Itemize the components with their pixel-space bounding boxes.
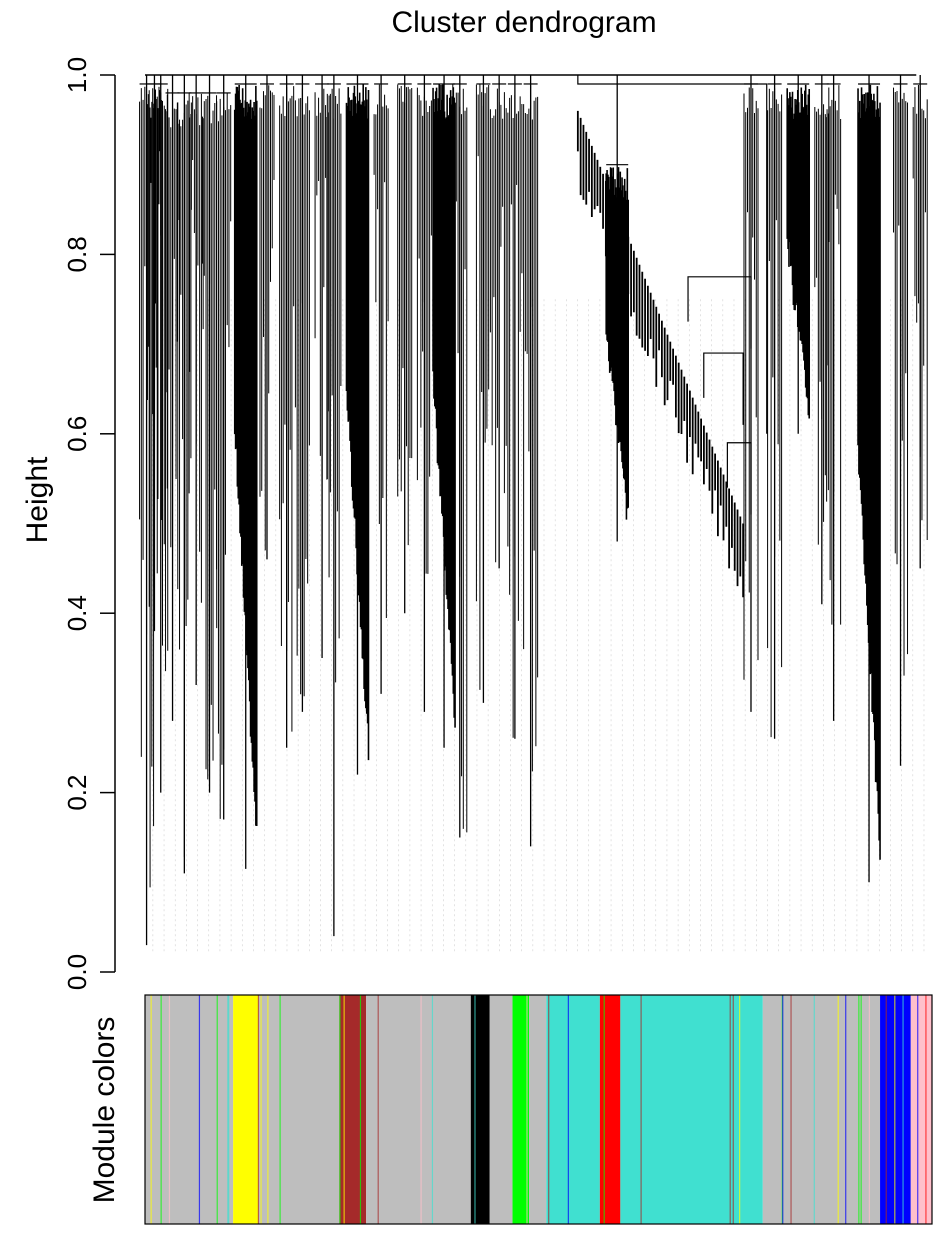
module-stripe bbox=[603, 995, 605, 1224]
dendrogram-branch bbox=[165, 75, 181, 721]
module-stripe bbox=[260, 995, 262, 1224]
module-stripe bbox=[474, 995, 476, 1224]
module-stripe bbox=[790, 995, 792, 1224]
dendrogram-branch bbox=[294, 75, 310, 712]
module-color-grey bbox=[145, 995, 234, 1224]
module-stripe bbox=[431, 995, 434, 1224]
module-stripe bbox=[548, 995, 550, 1224]
y-tick-label: 0.8 bbox=[62, 236, 92, 272]
dendrogram-branch bbox=[432, 75, 456, 748]
module-stripe bbox=[377, 995, 379, 1224]
dendrogram-branch bbox=[743, 75, 759, 712]
module-color-black bbox=[470, 995, 490, 1224]
module-stripe bbox=[267, 995, 269, 1224]
module-stripe bbox=[198, 995, 201, 1224]
module-stripe bbox=[160, 995, 162, 1224]
dendrogram-branch bbox=[373, 75, 389, 694]
module-color-bar bbox=[144, 994, 933, 1225]
dendrogram-branch bbox=[826, 75, 842, 721]
module-color-grey bbox=[762, 995, 881, 1224]
dendrogram-branch bbox=[507, 75, 523, 739]
module-stripe bbox=[359, 995, 362, 1224]
y-tick-label: 0.2 bbox=[62, 775, 92, 811]
dendrogram-branch bbox=[216, 75, 232, 820]
dendrogram-branches bbox=[139, 74, 928, 955]
module-stripe bbox=[420, 995, 422, 1224]
module-color-red bbox=[599, 995, 621, 1224]
module-stripe bbox=[845, 995, 847, 1224]
dendrogram-branch bbox=[475, 75, 491, 703]
module-stripe bbox=[228, 995, 230, 1224]
dendrogram-branch bbox=[139, 75, 155, 946]
dendrogram-branch bbox=[146, 75, 162, 632]
dendrogram-branch bbox=[767, 75, 783, 739]
cascade-merge bbox=[703, 352, 744, 425]
dendrogram-branch bbox=[326, 75, 342, 937]
module-stripe bbox=[813, 995, 815, 1224]
dendrogram-branch bbox=[202, 75, 218, 793]
dendrogram-branch bbox=[416, 75, 432, 712]
dendrogram-branch bbox=[491, 75, 507, 569]
chart-title: Cluster dendrogram bbox=[391, 6, 657, 39]
dendrogram-branch bbox=[857, 75, 881, 883]
dendrogram-branch bbox=[188, 75, 204, 685]
module-color-grey bbox=[489, 995, 513, 1224]
dendrogram-branch bbox=[452, 75, 468, 838]
module-stripe bbox=[885, 995, 887, 1224]
module-color-pink bbox=[910, 995, 932, 1224]
dendrogram-branch bbox=[523, 75, 539, 847]
module-color-yellow bbox=[233, 995, 259, 1224]
module-color-grey bbox=[366, 995, 471, 1224]
y-tick-label: 0.4 bbox=[62, 595, 92, 631]
dendrogram-branch bbox=[893, 75, 909, 766]
module-stripe bbox=[729, 995, 731, 1224]
y-tick-label: 1.0 bbox=[62, 57, 92, 93]
dendrogram-branch bbox=[786, 75, 811, 434]
dendrogram-branch bbox=[279, 75, 295, 748]
module-color-turquoise bbox=[546, 995, 600, 1224]
cascade-merge bbox=[687, 276, 752, 349]
turquoise-cascade bbox=[576, 75, 768, 598]
dendrogram-branch bbox=[259, 75, 275, 560]
module-stripe bbox=[925, 995, 927, 1224]
dendrogram-branch bbox=[605, 75, 630, 542]
dendrogram-branch bbox=[233, 75, 258, 869]
module-stripe bbox=[640, 995, 642, 1224]
module-stripe bbox=[782, 995, 784, 1224]
module-stripe bbox=[902, 995, 904, 1224]
module-stripe bbox=[917, 995, 919, 1224]
module-stripe bbox=[526, 995, 528, 1224]
dendrogram-branch bbox=[397, 75, 413, 614]
module-stripe bbox=[216, 995, 218, 1224]
module-stripe bbox=[567, 995, 569, 1224]
module-stripe bbox=[339, 995, 341, 1224]
cascade-root bbox=[577, 75, 768, 434]
module-stripe bbox=[837, 995, 839, 1224]
cascade-merge bbox=[726, 442, 752, 515]
color-bar-frame bbox=[144, 994, 933, 1225]
dendrogram-branch bbox=[345, 75, 370, 775]
module-stripe bbox=[732, 995, 734, 1224]
module-stripe bbox=[894, 995, 896, 1224]
module-color-grey bbox=[529, 995, 547, 1224]
module-color-grey bbox=[258, 995, 340, 1224]
module-color-turquoise bbox=[620, 995, 763, 1224]
module-stripe bbox=[343, 995, 345, 1224]
y-tick-label: 0.6 bbox=[62, 416, 92, 452]
module-color-green bbox=[512, 995, 530, 1224]
module-stripe bbox=[279, 995, 281, 1224]
module-stripe bbox=[739, 995, 741, 1224]
module-stripe bbox=[257, 995, 259, 1224]
dendrogram-branch bbox=[912, 75, 928, 569]
module-stripe bbox=[168, 995, 171, 1224]
module-stripe bbox=[150, 995, 152, 1224]
module-stripe bbox=[868, 995, 870, 1224]
module-stripe bbox=[858, 995, 860, 1224]
module-stripe bbox=[860, 995, 862, 1224]
y-axis: 0.0 0.2 0.4 0.6 0.8 1.0 bbox=[62, 57, 116, 990]
module-stripe bbox=[227, 995, 229, 1224]
module-color-brown bbox=[339, 995, 367, 1224]
y-tick-label: 0.0 bbox=[62, 954, 92, 990]
